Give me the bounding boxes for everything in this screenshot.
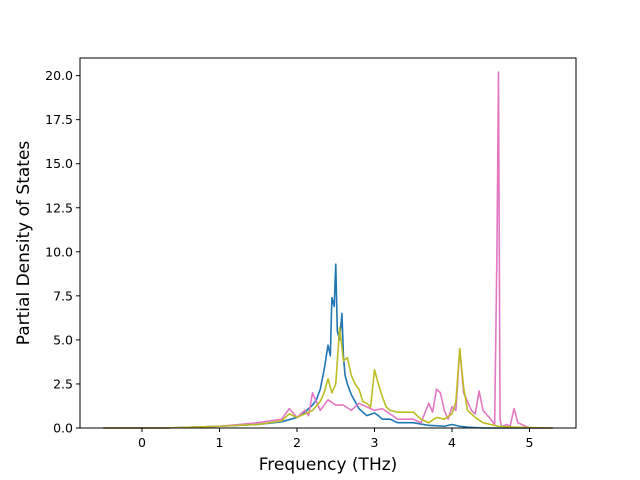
plot-frame bbox=[79, 57, 577, 429]
y-tick-label: 10.0 bbox=[45, 244, 73, 259]
x-tick-label: 3 bbox=[371, 435, 379, 450]
x-axis-label: Frequency (THz) bbox=[259, 455, 398, 475]
y-axis-label: Partial Density of States bbox=[14, 141, 34, 346]
x-tick-label: 2 bbox=[293, 435, 301, 450]
x-tick-label: 5 bbox=[526, 435, 534, 450]
plot-area bbox=[80, 58, 576, 428]
x-tick-label: 0 bbox=[138, 435, 146, 450]
y-tick-label: 0.0 bbox=[53, 421, 73, 436]
x-tick-label: 4 bbox=[448, 435, 456, 450]
series-line-3 bbox=[103, 326, 553, 429]
y-tick-label: 20.0 bbox=[45, 68, 73, 83]
y-tick-label: 7.5 bbox=[53, 288, 73, 303]
y-tick-label: 2.5 bbox=[53, 376, 73, 391]
y-tick-label: 17.5 bbox=[45, 112, 73, 127]
y-tick-label: 15.0 bbox=[45, 156, 73, 171]
series-layer bbox=[103, 71, 553, 429]
x-axis: 0 1 2 3 4 5 bbox=[138, 428, 533, 450]
x-tick-label: 1 bbox=[216, 435, 224, 450]
y-tick-label: 5.0 bbox=[53, 332, 73, 347]
y-tick-label: 12.5 bbox=[45, 200, 73, 215]
y-axis: 0.0 2.5 5.0 7.5 10.0 12.5 15.0 17.5 20.0 bbox=[45, 68, 80, 436]
